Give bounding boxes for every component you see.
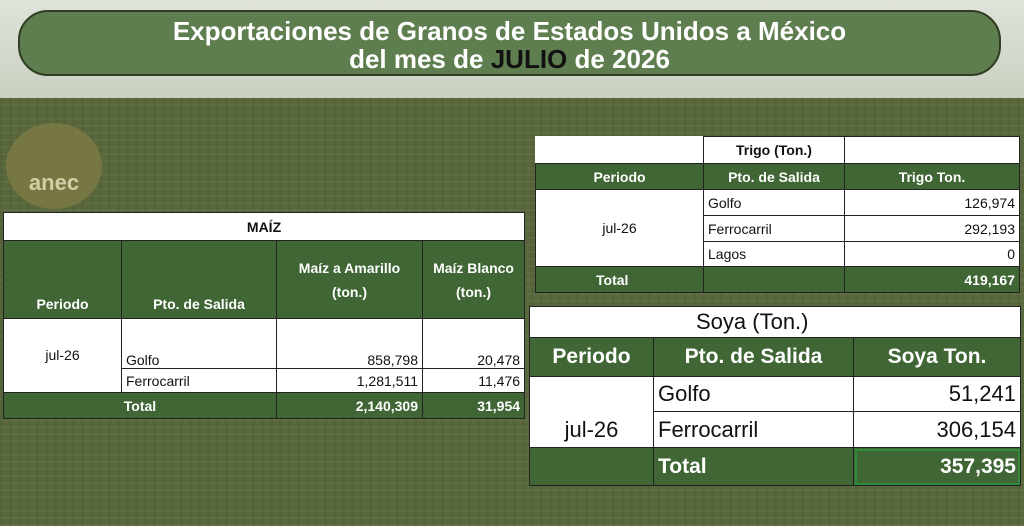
- header-cell: Periodo: [3, 240, 122, 319]
- title-banner: Exportaciones de Granos de Estados Unido…: [18, 10, 1001, 76]
- cell: 11,476: [421, 368, 526, 393]
- cell: 51,241: [853, 376, 1021, 412]
- maiz-table: MAÍZ Periodo Pto. de Salida Maíz a Amari…: [2, 212, 526, 419]
- total-label: Total: [653, 447, 854, 486]
- table-title: Soya (Ton.): [529, 306, 1021, 338]
- cell: 306,154: [853, 411, 1021, 448]
- cell: Ferrocarril: [703, 215, 845, 242]
- cell: 1,281,511: [276, 368, 423, 393]
- header-cell: Pto. de Salida: [121, 240, 277, 319]
- trigo-table: Trigo (Ton.) Periodo Pto. de Salida Trig…: [535, 136, 1020, 293]
- cell: 858,798: [276, 318, 423, 369]
- title-text: del mes de: [349, 44, 484, 74]
- total-cell: 31,954: [421, 392, 526, 419]
- table-title: MAÍZ: [2, 212, 526, 241]
- period-cell: jul-26: [529, 376, 654, 448]
- empty-cell: [844, 136, 1020, 164]
- header-cell: Pto. de Salida: [703, 163, 845, 190]
- period-cell: jul-26: [535, 189, 704, 267]
- title-month: JULIO: [490, 44, 568, 74]
- logo: anec: [6, 123, 102, 209]
- cell: Golfo: [121, 318, 277, 369]
- total-cell: 357,395: [853, 447, 1021, 486]
- period-cell: jul-26: [3, 318, 122, 393]
- total-cell: [529, 447, 654, 486]
- empty-cell: [536, 137, 704, 164]
- header-cell: Maíz Blanco (ton.): [421, 240, 526, 319]
- header-cell: Periodo: [535, 163, 704, 190]
- title-line: del mes de JULIO de 2026: [20, 45, 999, 73]
- total-label: Total: [3, 392, 277, 419]
- table-title: Trigo (Ton.): [703, 136, 845, 164]
- cell: 0: [844, 241, 1020, 267]
- soya-table: Soya (Ton.) Periodo Pto. de Salida Soya …: [529, 306, 1021, 486]
- total-label: Total: [535, 266, 704, 293]
- total-cell: [703, 266, 845, 293]
- cell: Ferrocarril: [653, 411, 854, 448]
- total-cell: 419,167: [844, 266, 1020, 293]
- header-cell: Trigo Ton.: [844, 163, 1020, 190]
- cell: Lagos: [703, 241, 845, 267]
- header-cell: Pto. de Salida: [653, 337, 854, 377]
- header-cell: Soya Ton.: [853, 337, 1021, 377]
- cell: 292,193: [844, 215, 1020, 242]
- cell: 126,974: [844, 189, 1020, 216]
- header-cell: Maíz a Amarillo (ton.): [276, 240, 423, 319]
- cell: Ferrocarril: [121, 368, 277, 393]
- title-text: de 2026: [574, 44, 670, 74]
- total-cell: 2,140,309: [276, 392, 423, 419]
- cell: 20,478: [421, 318, 526, 369]
- header-cell: Periodo: [529, 337, 654, 377]
- cell: Golfo: [653, 376, 854, 412]
- cell: Golfo: [703, 189, 845, 216]
- title-line: Exportaciones de Granos de Estados Unido…: [172, 16, 847, 46]
